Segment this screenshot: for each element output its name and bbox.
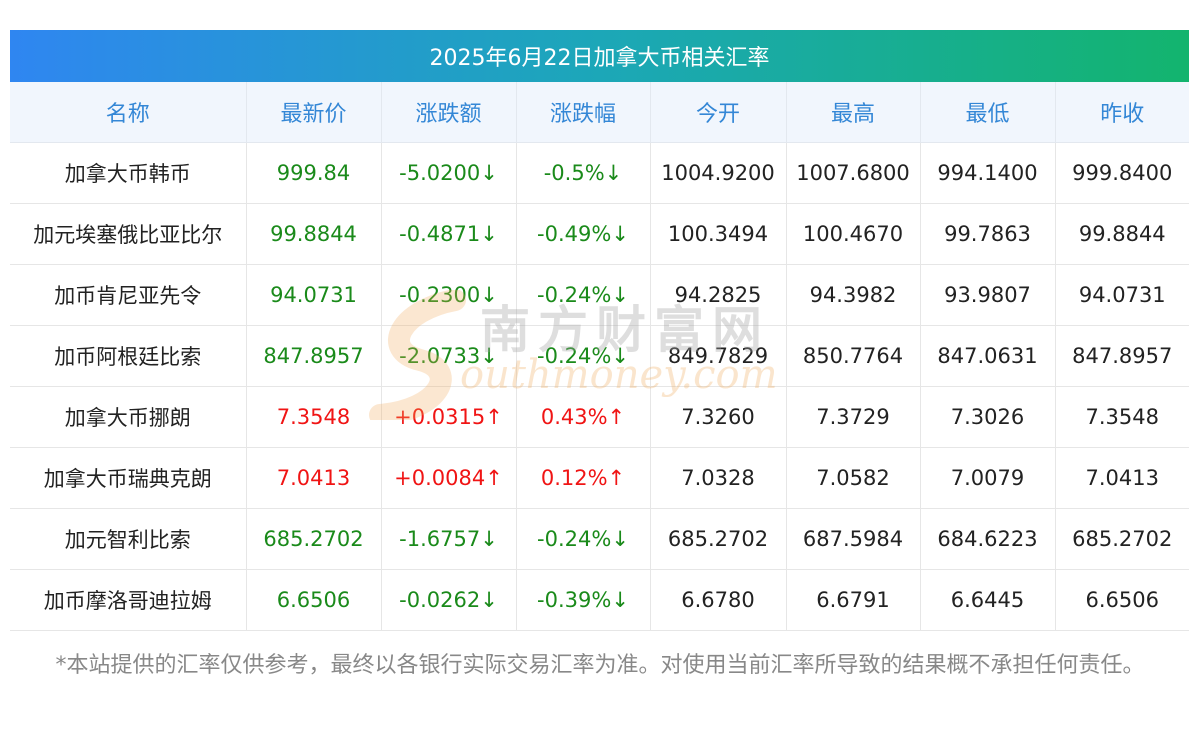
cell-change: -1.6757↓ xyxy=(381,508,517,570)
cell-open: 7.3260 xyxy=(650,386,787,448)
column-header: 今开 xyxy=(650,82,787,143)
cell-prev: 999.8400 xyxy=(1055,142,1189,204)
table-row: 加币摩洛哥迪拉姆 6.6506 -0.0262↓ -0.39%↓ 6.6780 6.679… xyxy=(10,569,1189,631)
column-header: 最低 xyxy=(920,82,1056,143)
column-header: 涨跌幅 xyxy=(516,82,651,143)
disclaimer-note: *本站提供的汇率仅供参考，最终以各银行实际交易汇率为准。对使用当前汇率所导致的结… xyxy=(55,653,1145,678)
cell-open: 1004.9200 xyxy=(650,142,787,204)
cell-high: 687.5984 xyxy=(786,508,921,570)
cell-prev: 685.2702 xyxy=(1055,508,1189,570)
cell-pct: 0.12%↑ xyxy=(516,447,651,509)
cell-open: 100.3494 xyxy=(650,203,787,265)
cell-prev: 94.0731 xyxy=(1055,264,1189,326)
table-row: 加拿大币韩币 999.84 -5.0200↓ -0.5%↓ 1004.9200 1007.… xyxy=(10,142,1189,204)
cell-pct: -0.5%↓ xyxy=(516,142,651,204)
cell-prev: 7.3548 xyxy=(1055,386,1189,448)
cell-prev: 99.8844 xyxy=(1055,203,1189,265)
cell-pct: 0.43%↑ xyxy=(516,386,651,448)
cell-name[interactable]: 加拿大币瑞典克朗 xyxy=(10,447,247,509)
cell-prev: 6.6506 xyxy=(1055,569,1189,631)
cell-latest: 999.84 xyxy=(246,142,382,204)
column-header: 名称 xyxy=(10,82,247,143)
header-row: 名称 最新价 涨跌额 涨跌幅 今开 最高 最低 昨收 xyxy=(10,82,1189,143)
cell-low: 684.6223 xyxy=(920,508,1056,570)
exchange-rate-table: 名称 最新价 涨跌额 涨跌幅 今开 最高 最低 昨收 加拿大币韩币 999.84 -5.0200↓… xyxy=(10,82,1189,631)
cell-name[interactable]: 加币阿根廷比索 xyxy=(10,325,247,387)
cell-change: +0.0084↑ xyxy=(381,447,517,509)
cell-name[interactable]: 加拿大币挪朗 xyxy=(10,386,247,448)
cell-name[interactable]: 加拿大币韩币 xyxy=(10,142,247,204)
cell-low: 847.0631 xyxy=(920,325,1056,387)
cell-open: 94.2825 xyxy=(650,264,787,326)
cell-change: -0.2300↓ xyxy=(381,264,517,326)
table-row: 加币阿根廷比索 847.8957 -2.0733↓ -0.24%↓ 849.7829 85… xyxy=(10,325,1189,387)
cell-name[interactable]: 加币肯尼亚先令 xyxy=(10,264,247,326)
cell-open: 685.2702 xyxy=(650,508,787,570)
cell-latest: 99.8844 xyxy=(246,203,382,265)
table-row: 加拿大币挪朗 7.3548 +0.0315↑ 0.43%↑ 7.3260 7.3729 7.… xyxy=(10,386,1189,448)
cell-high: 7.3729 xyxy=(786,386,921,448)
cell-low: 7.3026 xyxy=(920,386,1056,448)
cell-pct: -0.24%↓ xyxy=(516,508,651,570)
table-title: 2025年6月22日加拿大币相关汇率 xyxy=(10,30,1189,82)
cell-high: 6.6791 xyxy=(786,569,921,631)
table-row: 加元埃塞俄比亚比尔 99.8844 -0.4871↓ -0.49%↓ 100.3494 1… xyxy=(10,203,1189,265)
cell-high: 94.3982 xyxy=(786,264,921,326)
cell-latest: 7.0413 xyxy=(246,447,382,509)
cell-latest: 7.3548 xyxy=(246,386,382,448)
cell-change: +0.0315↑ xyxy=(381,386,517,448)
cell-change: -5.0200↓ xyxy=(381,142,517,204)
cell-latest: 6.6506 xyxy=(246,569,382,631)
cell-name[interactable]: 加元埃塞俄比亚比尔 xyxy=(10,203,247,265)
cell-high: 850.7764 xyxy=(786,325,921,387)
cell-name[interactable]: 加币摩洛哥迪拉姆 xyxy=(10,569,247,631)
cell-low: 7.0079 xyxy=(920,447,1056,509)
cell-high: 1007.6800 xyxy=(786,142,921,204)
cell-change: -0.0262↓ xyxy=(381,569,517,631)
cell-change: -0.4871↓ xyxy=(381,203,517,265)
cell-prev: 847.8957 xyxy=(1055,325,1189,387)
column-header: 最新价 xyxy=(246,82,382,143)
cell-high: 100.4670 xyxy=(786,203,921,265)
cell-pct: -0.49%↓ xyxy=(516,203,651,265)
cell-low: 994.1400 xyxy=(920,142,1056,204)
column-header: 最高 xyxy=(786,82,921,143)
cell-open: 6.6780 xyxy=(650,569,787,631)
cell-low: 93.9807 xyxy=(920,264,1056,326)
table-row: 加拿大币瑞典克朗 7.0413 +0.0084↑ 0.12%↑ 7.0328 7.0582… xyxy=(10,447,1189,509)
cell-name[interactable]: 加元智利比索 xyxy=(10,508,247,570)
cell-change: -2.0733↓ xyxy=(381,325,517,387)
cell-open: 849.7829 xyxy=(650,325,787,387)
cell-latest: 94.0731 xyxy=(246,264,382,326)
table-body: 加拿大币韩币 999.84 -5.0200↓ -0.5%↓ 1004.9200 1007.… xyxy=(10,142,1189,631)
cell-pct: -0.24%↓ xyxy=(516,325,651,387)
cell-open: 7.0328 xyxy=(650,447,787,509)
cell-latest: 685.2702 xyxy=(246,508,382,570)
column-header: 昨收 xyxy=(1055,82,1189,143)
cell-latest: 847.8957 xyxy=(246,325,382,387)
cell-high: 7.0582 xyxy=(786,447,921,509)
column-header: 涨跌额 xyxy=(381,82,517,143)
cell-low: 99.7863 xyxy=(920,203,1056,265)
cell-prev: 7.0413 xyxy=(1055,447,1189,509)
cell-low: 6.6445 xyxy=(920,569,1056,631)
table-row: 加币肯尼亚先令 94.0731 -0.2300↓ -0.24%↓ 94.2825 94.3… xyxy=(10,264,1189,326)
cell-pct: -0.39%↓ xyxy=(516,569,651,631)
table-row: 加元智利比索 685.2702 -1.6757↓ -0.24%↓ 685.2702 687… xyxy=(10,508,1189,570)
cell-pct: -0.24%↓ xyxy=(516,264,651,326)
